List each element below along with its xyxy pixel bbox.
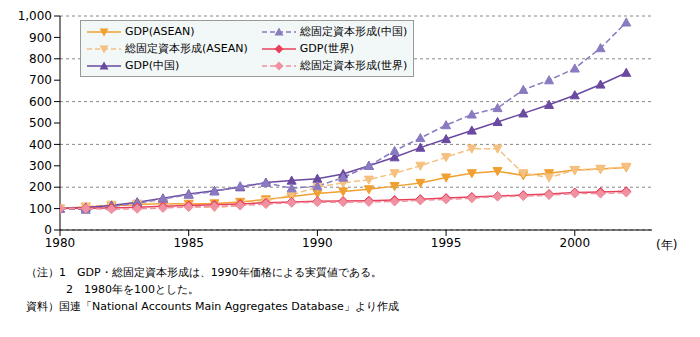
svg-text:100: 100 bbox=[29, 202, 52, 216]
svg-text:0: 0 bbox=[44, 223, 52, 237]
svg-text:1,000: 1,000 bbox=[18, 9, 52, 23]
svg-text:2000: 2000 bbox=[560, 236, 591, 250]
html-text:（注）1 GDP・総固定資本形成は、1990年価格による実質: （注）1 GDP・総固定資本形成は、1990年価格による実質値である。 bbox=[26, 266, 382, 279]
svg-text:(年): (年) bbox=[656, 238, 677, 252]
svg-text:400: 400 bbox=[29, 138, 52, 152]
svg-text:900: 900 bbox=[29, 31, 52, 45]
svg-text:300: 300 bbox=[29, 159, 52, 173]
html-text:GDP(世界): GDP(世界) bbox=[299, 42, 354, 55]
svg-text:800: 800 bbox=[29, 52, 52, 66]
svg-text:1990: 1990 bbox=[302, 236, 333, 250]
svg-text:700: 700 bbox=[29, 73, 52, 87]
svg-text:500: 500 bbox=[29, 116, 52, 130]
html-text:資料）国連「National Accounts Main A: 資料）国連「National Accounts Main Aggregates … bbox=[26, 300, 399, 313]
svg-text:200: 200 bbox=[29, 180, 52, 194]
html-text:総固定資本形成(ASEAN): 総固定資本形成(ASEAN) bbox=[125, 42, 248, 55]
svg-text:600: 600 bbox=[29, 95, 52, 109]
svg-text:1985: 1985 bbox=[173, 236, 204, 250]
html-text:2 1980年を100とした。: 2 1980年を100とした。 bbox=[66, 283, 199, 296]
html-text:総固定資本形成(中国): 総固定資本形成(中国) bbox=[299, 25, 408, 38]
html-text:GDP(ASEAN): GDP(ASEAN) bbox=[125, 25, 195, 38]
html-text:総固定資本形成(世界): 総固定資本形成(世界) bbox=[299, 59, 408, 72]
svg-text:1980: 1980 bbox=[45, 236, 76, 250]
svg-text:1995: 1995 bbox=[431, 236, 462, 250]
html-text:GDP(中国): GDP(中国) bbox=[125, 59, 180, 72]
